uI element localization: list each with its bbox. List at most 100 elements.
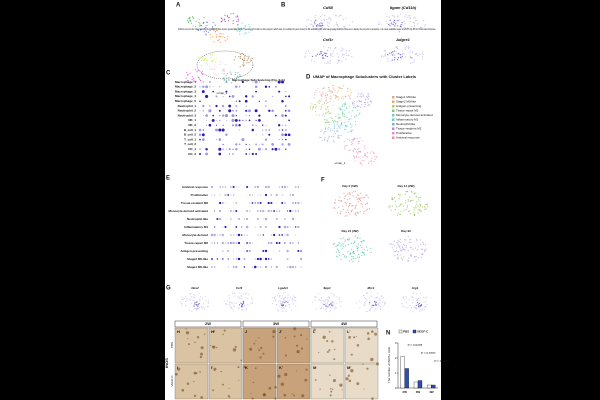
- umap-point: [315, 89, 317, 91]
- feature-point: [333, 295, 335, 297]
- umap-point: [348, 96, 350, 98]
- dot: [264, 249, 268, 253]
- umap-point: [363, 254, 366, 256]
- umap-point: [398, 246, 401, 248]
- umap-point: [223, 67, 225, 69]
- umap-point: [346, 144, 348, 147]
- label: Stage2 M0-like: [396, 100, 416, 104]
- umap-point: [242, 58, 244, 60]
- feature-point: [315, 55, 317, 57]
- feature-point: [420, 292, 422, 294]
- umap-point: [344, 255, 346, 257]
- feature-point: [241, 296, 243, 298]
- umap-point: [209, 54, 211, 56]
- feature-point: [338, 56, 340, 58]
- umap-point: [352, 139, 354, 141]
- dot: [244, 95, 248, 98]
- feature-point: [279, 295, 281, 297]
- umap-point: [351, 138, 353, 141]
- umap-point: [215, 57, 217, 60]
- umap-point: [336, 244, 338, 247]
- feature-point: [316, 24, 318, 27]
- umap-point: [354, 240, 356, 242]
- umap-point: [328, 90, 331, 92]
- feature-point: [404, 27, 407, 29]
- umap-point: [421, 254, 423, 256]
- dot: [278, 210, 281, 212]
- umap-point: [215, 65, 217, 68]
- feature-point: [201, 307, 203, 309]
- umap-point: [418, 196, 420, 199]
- feature-point: [293, 295, 295, 297]
- umap-point: [206, 64, 208, 66]
- umap-point: [339, 212, 341, 214]
- umap-point: [309, 107, 311, 109]
- stain: [251, 397, 254, 400]
- feature-point: [281, 307, 284, 310]
- umap-point: [338, 137, 340, 139]
- feature-point: [324, 54, 326, 57]
- umap-point: [198, 78, 201, 80]
- umap-point: [345, 102, 347, 104]
- dot: [218, 147, 222, 151]
- dot: [245, 153, 248, 155]
- umap-point: [361, 197, 363, 199]
- label: Stage1 M0-like: [187, 265, 208, 269]
- umap-point: [317, 88, 319, 90]
- umap-point: [324, 136, 326, 138]
- dot: [255, 143, 257, 146]
- umap-point: [361, 140, 363, 142]
- dot: [256, 257, 260, 261]
- stain: [329, 394, 332, 397]
- umap-point: [422, 241, 424, 244]
- umap-point: [358, 105, 360, 108]
- umap-point: [351, 205, 353, 207]
- umap-point: [211, 59, 214, 62]
- feature-point: [395, 20, 397, 22]
- feature-point: [408, 46, 410, 49]
- umap-point: [340, 200, 343, 202]
- column-header-box: [242, 320, 310, 328]
- umap-point: [185, 77, 187, 79]
- feature-point: [327, 300, 329, 302]
- umap-point: [343, 141, 345, 143]
- feature-point: [374, 297, 376, 299]
- umap-point: [398, 205, 400, 207]
- label: C: [166, 71, 171, 77]
- dot: [267, 209, 270, 213]
- umap-point: [408, 210, 410, 212]
- feature-point: [326, 53, 328, 55]
- umap-point: [223, 19, 225, 21]
- umap-point: [361, 206, 363, 208]
- umap-point: [327, 112, 329, 114]
- feature-point: [314, 295, 316, 298]
- feature-point: [180, 301, 182, 303]
- feature-point: [292, 298, 294, 300]
- feature-point: [230, 307, 232, 309]
- umap-point: [417, 198, 419, 200]
- dot: [224, 114, 228, 118]
- feature-point: [233, 305, 235, 307]
- stain: [186, 382, 190, 386]
- feature-point: [241, 305, 243, 307]
- umap-point: [228, 79, 230, 81]
- feature-point: [416, 293, 418, 295]
- feature-point: [243, 305, 246, 307]
- label: Monocyte-derived activated: [168, 209, 208, 213]
- umap-point: [201, 72, 203, 74]
- umap-point: [219, 32, 221, 35]
- feature-point: [404, 56, 406, 58]
- feature-point: [409, 55, 411, 57]
- umap-point: [344, 201, 346, 203]
- label: K': [279, 365, 283, 370]
- umap-point: [242, 64, 244, 66]
- umap-point: [362, 95, 364, 97]
- feature-point: [423, 19, 425, 22]
- umap-point: [410, 238, 412, 240]
- umap-point: [320, 94, 322, 96]
- dot: [284, 234, 286, 236]
- umap-point: [198, 70, 200, 72]
- umap-point: [375, 156, 377, 158]
- umap-point: [421, 253, 423, 255]
- umap-point: [332, 120, 334, 122]
